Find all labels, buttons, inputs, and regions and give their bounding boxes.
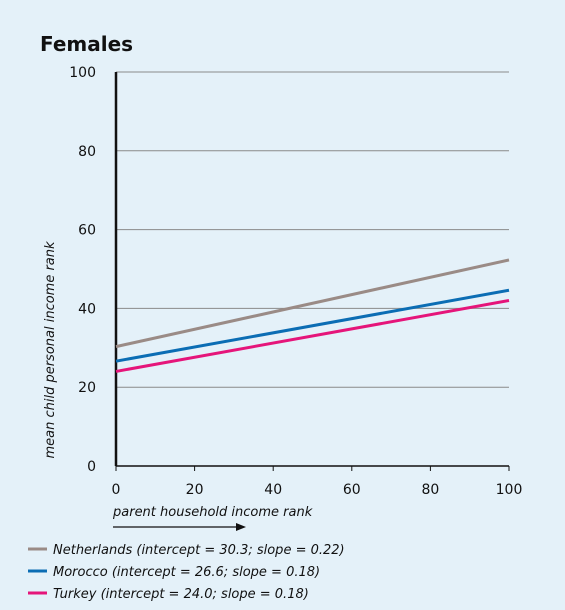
series-line-1 <box>115 288 510 363</box>
y-tick-label: 80 <box>78 144 96 160</box>
y-tick-label: 100 <box>69 65 96 81</box>
x-tick-label: 0 <box>112 482 121 498</box>
x-axis-arrow <box>113 523 246 531</box>
series-line-2 <box>115 299 510 373</box>
legend-label: Netherlands (intercept = 30.3; slope = 0… <box>53 543 345 558</box>
legend-label: Turkey (intercept = 24.0; slope = 0.18) <box>53 587 309 602</box>
x-axis-label: parent household income rank <box>112 505 313 520</box>
x-tick-labels: 0 20 40 60 80 100 <box>112 466 523 498</box>
series-line-0 <box>115 258 510 349</box>
x-tick-label: 80 <box>421 482 439 498</box>
y-tick-label: 40 <box>78 301 96 317</box>
x-tick-label: 40 <box>264 482 282 498</box>
y-tick-labels: 0 20 40 60 80 100 <box>69 65 96 475</box>
chart-title: Females <box>40 32 133 56</box>
legend-label: Morocco (intercept = 26.6; slope = 0.18) <box>53 565 320 580</box>
x-tick-label: 20 <box>186 482 204 498</box>
x-tick-label: 60 <box>343 482 361 498</box>
y-tick-label: 0 <box>87 459 96 475</box>
series-lines <box>115 258 510 373</box>
legend: Netherlands (intercept = 30.3; slope = 0… <box>28 543 345 602</box>
y-axis-label: mean child personal income rank <box>43 241 58 459</box>
grid-lines <box>116 71 509 388</box>
x-tick-label: 100 <box>496 482 523 498</box>
y-tick-label: 20 <box>78 380 96 396</box>
y-tick-label: 60 <box>78 223 96 239</box>
